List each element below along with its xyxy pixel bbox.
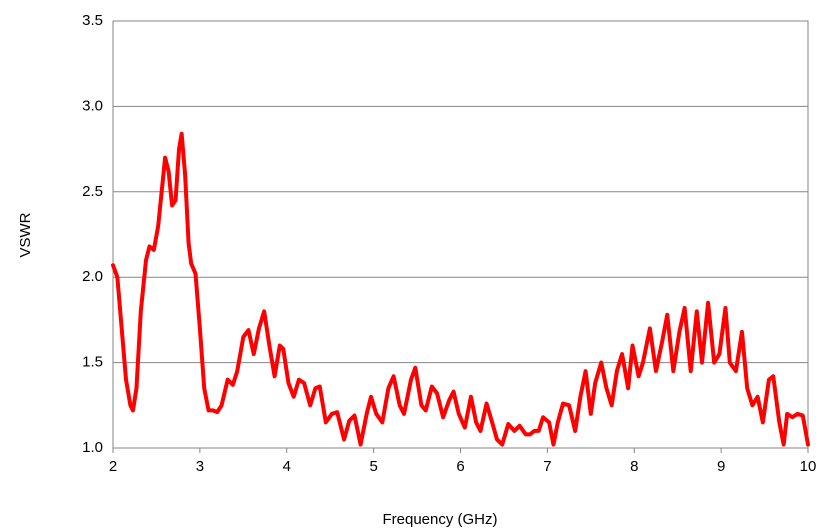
x-tick-label: 2 <box>109 458 117 475</box>
x-axis-label: Frequency (GHz) <box>382 511 497 528</box>
x-tick-label: 5 <box>369 458 377 475</box>
y-tick-label: 1.5 <box>82 354 103 371</box>
x-tick-label: 3 <box>196 458 204 475</box>
x-tick-label: 6 <box>456 458 464 475</box>
x-tick-label: 7 <box>543 458 551 475</box>
y-tick-label: 2.0 <box>82 268 103 285</box>
y-tick-label: 2.5 <box>82 183 103 200</box>
x-tick-label: 10 <box>800 458 817 475</box>
y-tick-label: 1.0 <box>82 439 103 456</box>
y-tick-label: 3.5 <box>82 12 103 29</box>
x-tick-label: 4 <box>283 458 291 475</box>
y-tick-label: 3.0 <box>82 97 103 114</box>
y-axis-label: VSWR <box>17 212 34 257</box>
x-tick-label: 8 <box>630 458 638 475</box>
plot-area <box>112 20 809 449</box>
x-tick-label: 9 <box>717 458 725 475</box>
data-line <box>111 131 810 447</box>
